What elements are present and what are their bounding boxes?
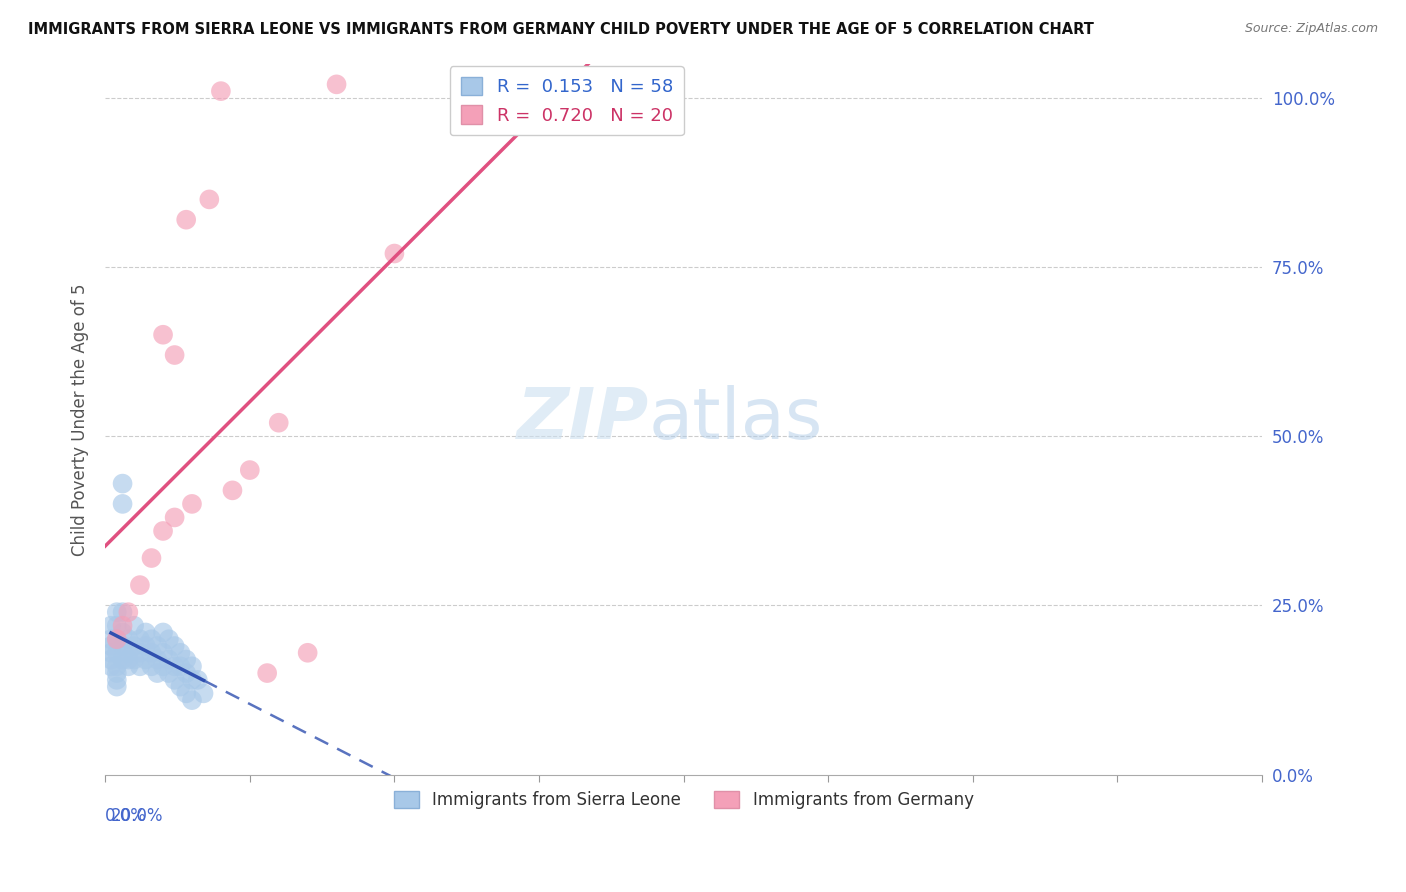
Point [163,348,186,362]
Point [141,632,163,647]
Point [122,639,145,653]
Point [105,632,128,647]
Text: 20.0%: 20.0% [111,806,163,824]
Point [169,680,191,694]
Y-axis label: Child Poverty Under the Age of 5: Child Poverty Under the Age of 5 [72,283,89,556]
Point [111,639,134,653]
Legend: Immigrants from Sierra Leone, Immigrants from Germany: Immigrants from Sierra Leone, Immigrants… [387,784,980,816]
Point [256,666,278,681]
Text: 0.0%: 0.0% [105,806,148,824]
Point [100,652,122,666]
Point [163,659,186,673]
Point [152,659,174,673]
Point [187,673,209,687]
Point [135,639,157,653]
Point [181,497,204,511]
Point [129,659,152,673]
Point [105,618,128,632]
Point [111,618,134,632]
Point [193,686,215,700]
Text: atlas: atlas [650,384,824,454]
Point [152,625,174,640]
Point [111,497,134,511]
Point [181,659,204,673]
Point [100,659,122,673]
Point [198,193,221,207]
Text: Source: ZipAtlas.com: Source: ZipAtlas.com [1244,22,1378,36]
Point [111,476,134,491]
Point [157,632,180,647]
Point [111,605,134,619]
Point [157,652,180,666]
Point [117,605,139,619]
Point [105,646,128,660]
Point [181,673,204,687]
Point [181,693,204,707]
Point [152,327,174,342]
Point [105,673,128,687]
Point [146,666,169,681]
Text: ZIP: ZIP [516,384,650,454]
Point [100,639,122,653]
Point [169,646,191,660]
Point [100,646,122,660]
Point [105,666,128,681]
Point [209,84,232,98]
Point [169,659,191,673]
Point [122,652,145,666]
Point [141,659,163,673]
Point [111,625,134,640]
Point [141,551,163,566]
Point [221,483,243,498]
Point [297,646,319,660]
Point [105,680,128,694]
Point [117,652,139,666]
Point [239,463,262,477]
Point [117,646,139,660]
Point [163,673,186,687]
Point [111,652,134,666]
Point [129,578,152,592]
Point [163,510,186,524]
Point [146,652,169,666]
Point [157,666,180,681]
Point [105,605,128,619]
Point [174,212,197,227]
Point [325,78,347,92]
Point [174,686,197,700]
Point [100,618,122,632]
Text: IMMIGRANTS FROM SIERRA LEONE VS IMMIGRANTS FROM GERMANY CHILD POVERTY UNDER THE : IMMIGRANTS FROM SIERRA LEONE VS IMMIGRAN… [28,22,1094,37]
Point [129,632,152,647]
Point [135,625,157,640]
Point [105,632,128,647]
Point [146,639,169,653]
Point [135,652,157,666]
Point [152,646,174,660]
Point [105,659,128,673]
Point [122,618,145,632]
Point [141,646,163,660]
Point [174,666,197,681]
Point [129,646,152,660]
Point [117,632,139,647]
Point [152,524,174,538]
Point [174,652,197,666]
Point [117,659,139,673]
Point [163,639,186,653]
Point [384,246,406,260]
Point [100,632,122,647]
Point [267,416,290,430]
